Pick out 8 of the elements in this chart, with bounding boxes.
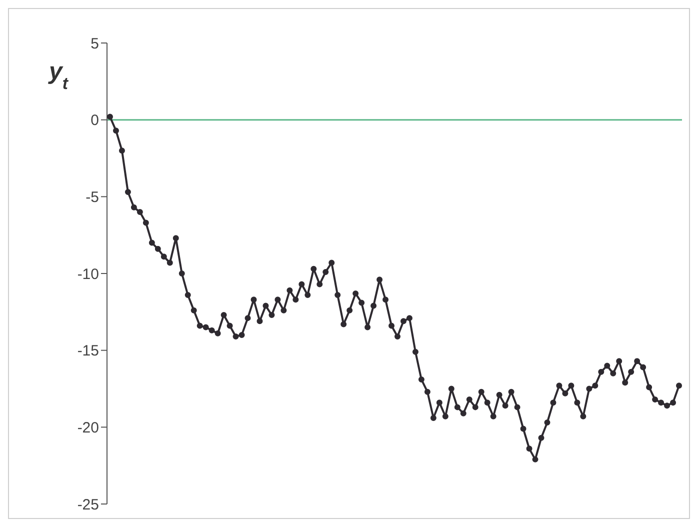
y-tick-label: -25 xyxy=(77,496,99,514)
y-tick-label: 5 xyxy=(90,35,99,52)
y-axis-title: y$_{t}$ xyxy=(48,58,70,92)
y-tick-label: -10 xyxy=(77,266,99,283)
y-tick-label: -5 xyxy=(86,188,99,206)
y-tick-label: -15 xyxy=(77,342,99,360)
y-tick-label: 0 xyxy=(90,112,99,130)
y-tick-label: -20 xyxy=(77,419,99,436)
